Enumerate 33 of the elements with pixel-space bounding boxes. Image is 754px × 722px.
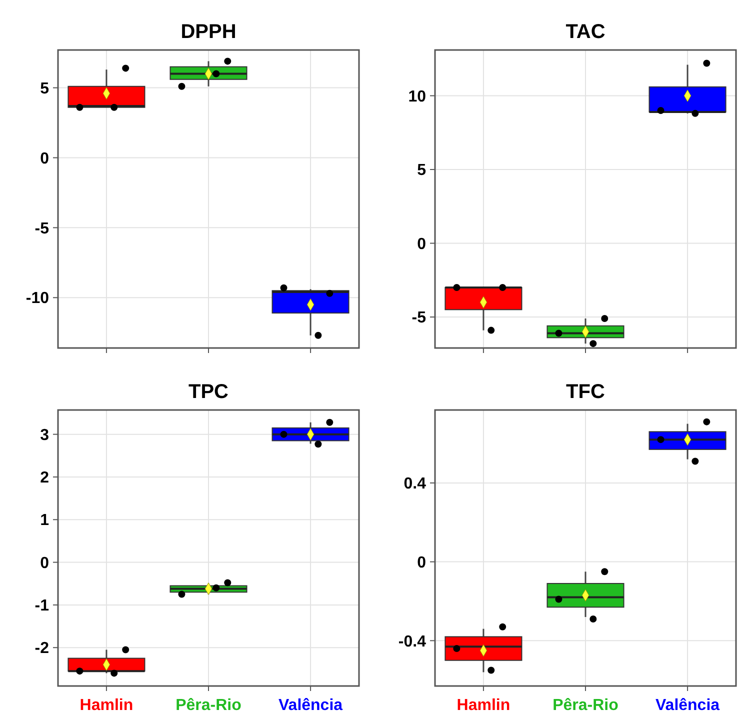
x-tick-label: Valência [278,697,343,714]
point [692,110,699,117]
y-tick-label: 5 [417,162,426,180]
point [590,340,597,348]
y-tick-label: 3 [40,426,50,444]
y-tick-label: -2 [34,640,50,658]
y-tick-label: -10 [26,290,50,308]
y-tick-label: 0 [417,554,426,572]
chart-title: TFC [566,381,605,403]
x-tick-label: Hamlin [80,697,134,714]
chart-title: TAC [566,21,606,43]
y-tick-label: 0.4 [404,476,426,493]
x-tick-label: Pêra-Rio [552,697,619,714]
y-tick-label: -0.4 [398,633,426,650]
point [488,326,495,334]
x-tick-label: Pêra-Rio [176,697,242,714]
point [555,330,562,337]
y-tick-label: 5 [40,80,50,98]
y-tick-label: -5 [412,310,426,327]
y-tick-label: 1 [40,512,50,530]
point [657,106,664,114]
y-tick-label: -1 [34,598,50,615]
chart-title: TPC [188,381,228,403]
x-tick-label: Valência [656,697,720,714]
x-tick-label: Hamlin [456,697,510,714]
y-tick-label: 0 [417,236,426,253]
chart-title: DPPH [180,21,236,43]
y-tick-label: 2 [40,470,50,487]
y-tick-label: 10 [408,88,426,106]
y-tick-label: 0 [40,150,50,168]
y-tick-label: -5 [34,220,50,238]
y-tick-label: 0 [40,554,50,572]
point [453,284,460,292]
